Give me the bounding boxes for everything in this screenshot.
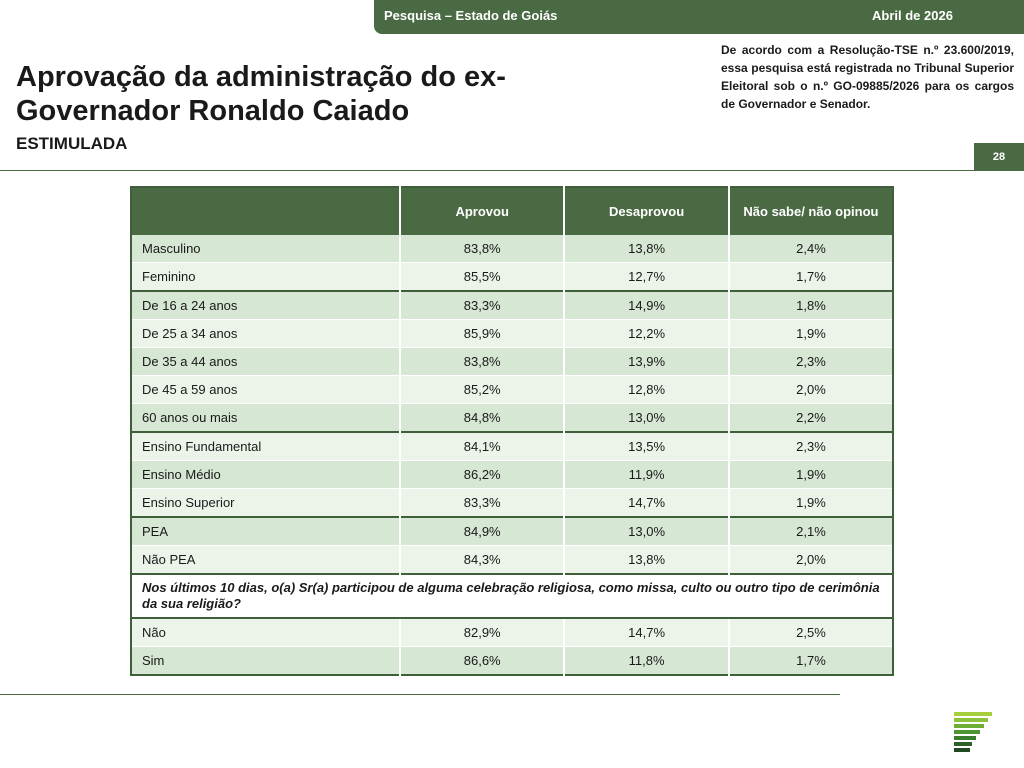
- cell-disapproved: 13,8%: [564, 235, 730, 263]
- cell-approved: 84,9%: [400, 516, 566, 546]
- cell-dont-know: 2,0%: [728, 545, 893, 575]
- cell-disapproved: 14,7%: [564, 618, 730, 647]
- table-row: Sim 86,6% 11,8% 1,7%: [131, 646, 893, 676]
- row-label: Sim: [131, 646, 402, 676]
- question-row: Nos últimos 10 dias, o(a) Sr(a) particip…: [131, 573, 893, 619]
- cell-approved: 85,9%: [400, 319, 566, 348]
- table-row: Não 82,9% 14,7% 2,5%: [131, 618, 893, 647]
- cell-approved: 83,3%: [400, 290, 566, 320]
- table-row: De 16 a 24 anos 83,3% 14,9% 1,8%: [131, 290, 893, 320]
- row-label: Não: [131, 618, 402, 647]
- cell-approved: 83,3%: [400, 488, 566, 518]
- row-label: De 16 a 24 anos: [131, 290, 402, 320]
- cell-approved: 82,9%: [400, 618, 566, 647]
- cell-dont-know: 2,5%: [728, 618, 893, 647]
- table-row: De 35 a 44 anos 83,8% 13,9% 2,3%: [131, 347, 893, 376]
- cell-dont-know: 1,7%: [728, 646, 893, 676]
- cell-disapproved: 11,8%: [564, 646, 730, 676]
- cell-disapproved: 13,0%: [564, 516, 730, 546]
- cell-dont-know: 1,9%: [728, 319, 893, 348]
- table-row: De 25 a 34 anos 85,9% 12,2% 1,9%: [131, 319, 893, 348]
- cell-dont-know: 1,7%: [728, 262, 893, 292]
- results-table: Aprovou Desaprovou Não sabe/ não opinou …: [130, 186, 894, 676]
- cell-disapproved: 11,9%: [564, 460, 730, 489]
- cell-approved: 84,3%: [400, 545, 566, 575]
- page-subtitle: ESTIMULADA: [16, 134, 128, 153]
- row-label: De 45 a 59 anos: [131, 375, 402, 404]
- cell-disapproved: 12,7%: [564, 262, 730, 292]
- cell-approved: 85,5%: [400, 262, 566, 292]
- cell-approved: 85,2%: [400, 375, 566, 404]
- cell-dont-know: 2,2%: [728, 403, 893, 433]
- survey-date: Abril de 2026: [872, 8, 953, 23]
- table-row: Não PEA 84,3% 13,8% 2,0%: [131, 545, 893, 575]
- cell-approved: 84,8%: [400, 403, 566, 433]
- cell-dont-know: 2,4%: [728, 235, 893, 263]
- col-header-dont-know: Não sabe/ não opinou: [728, 187, 893, 235]
- cell-disapproved: 13,5%: [564, 431, 730, 461]
- cell-dont-know: 1,9%: [728, 460, 893, 489]
- header-divider: [0, 170, 1024, 171]
- cell-disapproved: 12,8%: [564, 375, 730, 404]
- survey-name: Pesquisa – Estado de Goiás: [384, 8, 558, 23]
- table-row: 60 anos ou mais 84,8% 13,0% 2,2%: [131, 403, 893, 433]
- table-header-row: Aprovou Desaprovou Não sabe/ não opinou: [131, 187, 893, 235]
- row-label: PEA: [131, 516, 402, 546]
- cell-disapproved: 13,0%: [564, 403, 730, 433]
- table-row: PEA 84,9% 13,0% 2,1%: [131, 516, 893, 546]
- stacked-bars-logo-icon: [954, 712, 994, 754]
- row-label: 60 anos ou mais: [131, 403, 402, 433]
- table-row: De 45 a 59 anos 85,2% 12,8% 2,0%: [131, 375, 893, 404]
- col-header-segment: [131, 187, 402, 235]
- top-banner: Pesquisa – Estado de Goiás Abril de 2026: [374, 0, 1024, 34]
- row-label: Feminino: [131, 262, 402, 292]
- col-header-disapproved: Desaprovou: [564, 187, 730, 235]
- cell-disapproved: 12,2%: [564, 319, 730, 348]
- cell-dont-know: 2,1%: [728, 516, 893, 546]
- row-label: De 25 a 34 anos: [131, 319, 402, 348]
- cell-approved: 84,1%: [400, 431, 566, 461]
- row-label: Masculino: [131, 235, 402, 263]
- cell-disapproved: 14,7%: [564, 488, 730, 518]
- religion-question: Nos últimos 10 dias, o(a) Sr(a) particip…: [131, 573, 893, 619]
- cell-dont-know: 2,3%: [728, 347, 893, 376]
- row-label: Ensino Superior: [131, 488, 402, 518]
- page-title: Aprovação da administração do ex-Governa…: [16, 61, 506, 127]
- cell-disapproved: 14,9%: [564, 290, 730, 320]
- cell-dont-know: 2,3%: [728, 431, 893, 461]
- row-label: Ensino Médio: [131, 460, 402, 489]
- row-label: Não PEA: [131, 545, 402, 575]
- cell-approved: 83,8%: [400, 347, 566, 376]
- table-row: Feminino 85,5% 12,7% 1,7%: [131, 262, 893, 292]
- cell-approved: 86,6%: [400, 646, 566, 676]
- cell-dont-know: 1,8%: [728, 290, 893, 320]
- footer-divider: [0, 694, 840, 695]
- table-row: Ensino Superior 83,3% 14,7% 1,9%: [131, 488, 893, 518]
- table-row: Ensino Médio 86,2% 11,9% 1,9%: [131, 460, 893, 489]
- table-row: Ensino Fundamental 84,1% 13,5% 2,3%: [131, 431, 893, 461]
- cell-disapproved: 13,9%: [564, 347, 730, 376]
- cell-dont-know: 2,0%: [728, 375, 893, 404]
- row-label: Ensino Fundamental: [131, 431, 402, 461]
- cell-disapproved: 13,8%: [564, 545, 730, 575]
- row-label: De 35 a 44 anos: [131, 347, 402, 376]
- table-row: Masculino 83,8% 13,8% 2,4%: [131, 235, 893, 263]
- col-header-approved: Aprovou: [400, 187, 566, 235]
- cell-dont-know: 1,9%: [728, 488, 893, 518]
- page-number: 28: [974, 143, 1024, 170]
- legal-note: De acordo com a Resolução-TSE n.º 23.600…: [721, 43, 1014, 111]
- cell-approved: 83,8%: [400, 235, 566, 263]
- cell-approved: 86,2%: [400, 460, 566, 489]
